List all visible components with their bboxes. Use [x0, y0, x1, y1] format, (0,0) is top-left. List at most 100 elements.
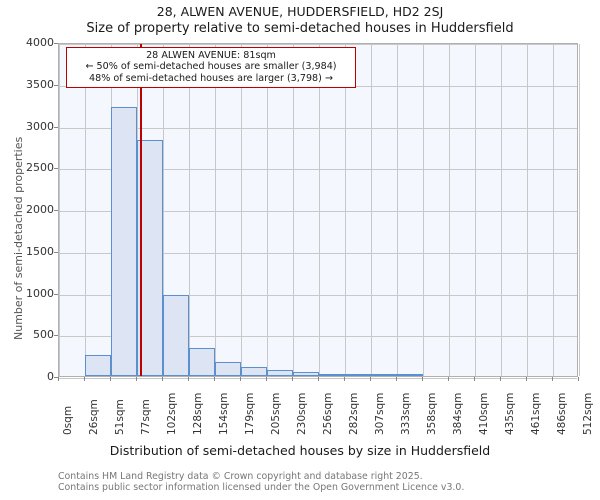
x-tick-label: 154sqm: [218, 392, 231, 435]
x-axis-label: Distribution of semi-detached houses by …: [109, 443, 491, 458]
footer-line-2: Contains public sector information licen…: [58, 482, 465, 493]
x-tick-mark: [266, 377, 268, 381]
gridline-vertical: [500, 44, 502, 376]
gridline-vertical: [552, 44, 554, 376]
histogram-bar: [240, 367, 268, 376]
y-tick-label: 1500: [26, 244, 54, 258]
gridline-vertical: [267, 44, 269, 376]
y-tick-label: 0: [47, 370, 54, 383]
y-tick-label: 2500: [26, 161, 54, 175]
gridline-vertical: [215, 44, 217, 376]
property-marker-line: [140, 44, 143, 376]
page-title: 28, ALWEN AVENUE, HUDDERSFIELD, HD2 2SJ: [156, 4, 444, 19]
histogram-bar: [370, 374, 398, 376]
x-tick-mark: [239, 377, 241, 381]
x-tick-label: 512sqm: [582, 392, 594, 435]
gridline-vertical: [579, 44, 580, 376]
histogram-bar: [189, 347, 216, 376]
gridline-horizontal: [59, 169, 577, 171]
x-tick-label: 282sqm: [348, 392, 361, 435]
histogram-bar: [267, 370, 293, 376]
annotation-line-1: 28 ALWEN AVENUE: 81sqm: [146, 50, 276, 61]
y-tick-mark: [54, 377, 58, 378]
x-tick-mark: [109, 377, 111, 381]
x-tick-label: 384sqm: [452, 392, 464, 435]
x-tick-mark: [161, 377, 163, 381]
gridline-vertical: [527, 44, 529, 376]
x-tick-mark: [526, 377, 528, 381]
x-tick-mark: [499, 377, 501, 381]
x-tick-mark: [318, 377, 319, 381]
gridline-vertical: [422, 44, 424, 376]
histogram-bar: [319, 373, 346, 376]
y-tick-label: 4000: [26, 36, 54, 49]
gridline-horizontal: [59, 294, 577, 296]
gridline-vertical: [370, 44, 372, 376]
x-tick-label: 51sqm: [113, 399, 126, 435]
x-tick-label: 205sqm: [270, 392, 283, 435]
gridline-vertical: [319, 44, 320, 376]
x-tick-label: 256sqm: [322, 392, 334, 435]
x-tick-mark: [421, 377, 423, 381]
x-tick-label: 26sqm: [88, 399, 101, 435]
gridline-vertical: [59, 44, 60, 376]
y-tick-label: 3500: [26, 77, 54, 91]
x-tick-label: 307sqm: [373, 392, 386, 435]
gridline-horizontal: [59, 336, 577, 338]
x-tick-mark: [84, 377, 86, 381]
gridline-vertical: [397, 44, 399, 376]
x-tick-mark: [448, 377, 449, 381]
x-axis-ticks: 0sqm 26sqm 51sqm 77sqm 102sqm 128sqm 154sqm 179…: [0, 383, 600, 439]
y-tick-label: 2000: [26, 203, 54, 216]
x-tick-label: 410sqm: [478, 392, 491, 435]
y-tick-label: 3000: [26, 119, 54, 133]
histogram-bar: [162, 294, 189, 376]
x-tick-mark: [344, 377, 346, 381]
gridline-vertical: [449, 44, 450, 376]
x-tick-mark: [578, 377, 579, 381]
y-tick-label: 1000: [26, 286, 54, 300]
y-tick-mark: [54, 84, 58, 86]
x-tick-label: 461sqm: [530, 392, 543, 435]
chart-subtitle: Size of property relative to semi-detach…: [86, 21, 514, 36]
x-tick-mark: [188, 377, 189, 381]
y-axis-ticks: 0 500 1000 1500 2000 2500 3000 3500 4000: [0, 0, 58, 500]
gridline-vertical: [162, 44, 164, 376]
x-tick-label: 333sqm: [400, 392, 413, 435]
histogram-bar: [215, 362, 241, 376]
y-tick-mark: [54, 335, 58, 337]
y-tick-mark: [54, 168, 58, 170]
x-tick-mark: [474, 377, 476, 381]
plot-area: [58, 43, 580, 379]
gridline-vertical: [292, 44, 294, 376]
x-tick-mark: [136, 377, 138, 381]
gridline-horizontal: [59, 127, 577, 129]
x-tick-mark: [396, 377, 398, 381]
gridline-vertical: [475, 44, 477, 376]
histogram-bar: [397, 374, 423, 376]
histogram-bar: [110, 106, 138, 376]
annotation-box: 28 ALWEN AVENUE: 81sqm ← 50% of semi-det…: [66, 47, 356, 89]
footer-line-1: Contains HM Land Registry data © Crown c…: [58, 471, 423, 482]
x-tick-label: 102sqm: [165, 392, 178, 435]
gridline-horizontal: [59, 44, 577, 45]
x-tick-label: 179sqm: [243, 392, 256, 435]
gridline-horizontal: [59, 252, 577, 254]
histogram-bar: [292, 372, 319, 376]
annotation-line-3: 48% of semi-detached houses are larger (…: [89, 72, 333, 84]
y-tick-mark: [54, 210, 58, 211]
histogram-bar: [345, 374, 371, 376]
x-tick-label: 77sqm: [140, 399, 153, 435]
histogram-bar: [85, 354, 111, 376]
x-tick-label: 486sqm: [555, 392, 568, 435]
y-tick-mark: [54, 43, 58, 44]
y-tick-mark: [54, 293, 58, 295]
y-tick-mark: [54, 251, 58, 253]
x-tick-label: 358sqm: [425, 392, 438, 435]
x-tick-mark: [369, 377, 371, 381]
gridline-vertical: [240, 44, 242, 376]
gridline-vertical: [189, 44, 190, 376]
footer-attribution: Contains HM Land Registry data © Crown c…: [58, 471, 464, 493]
x-tick-mark: [214, 377, 216, 381]
